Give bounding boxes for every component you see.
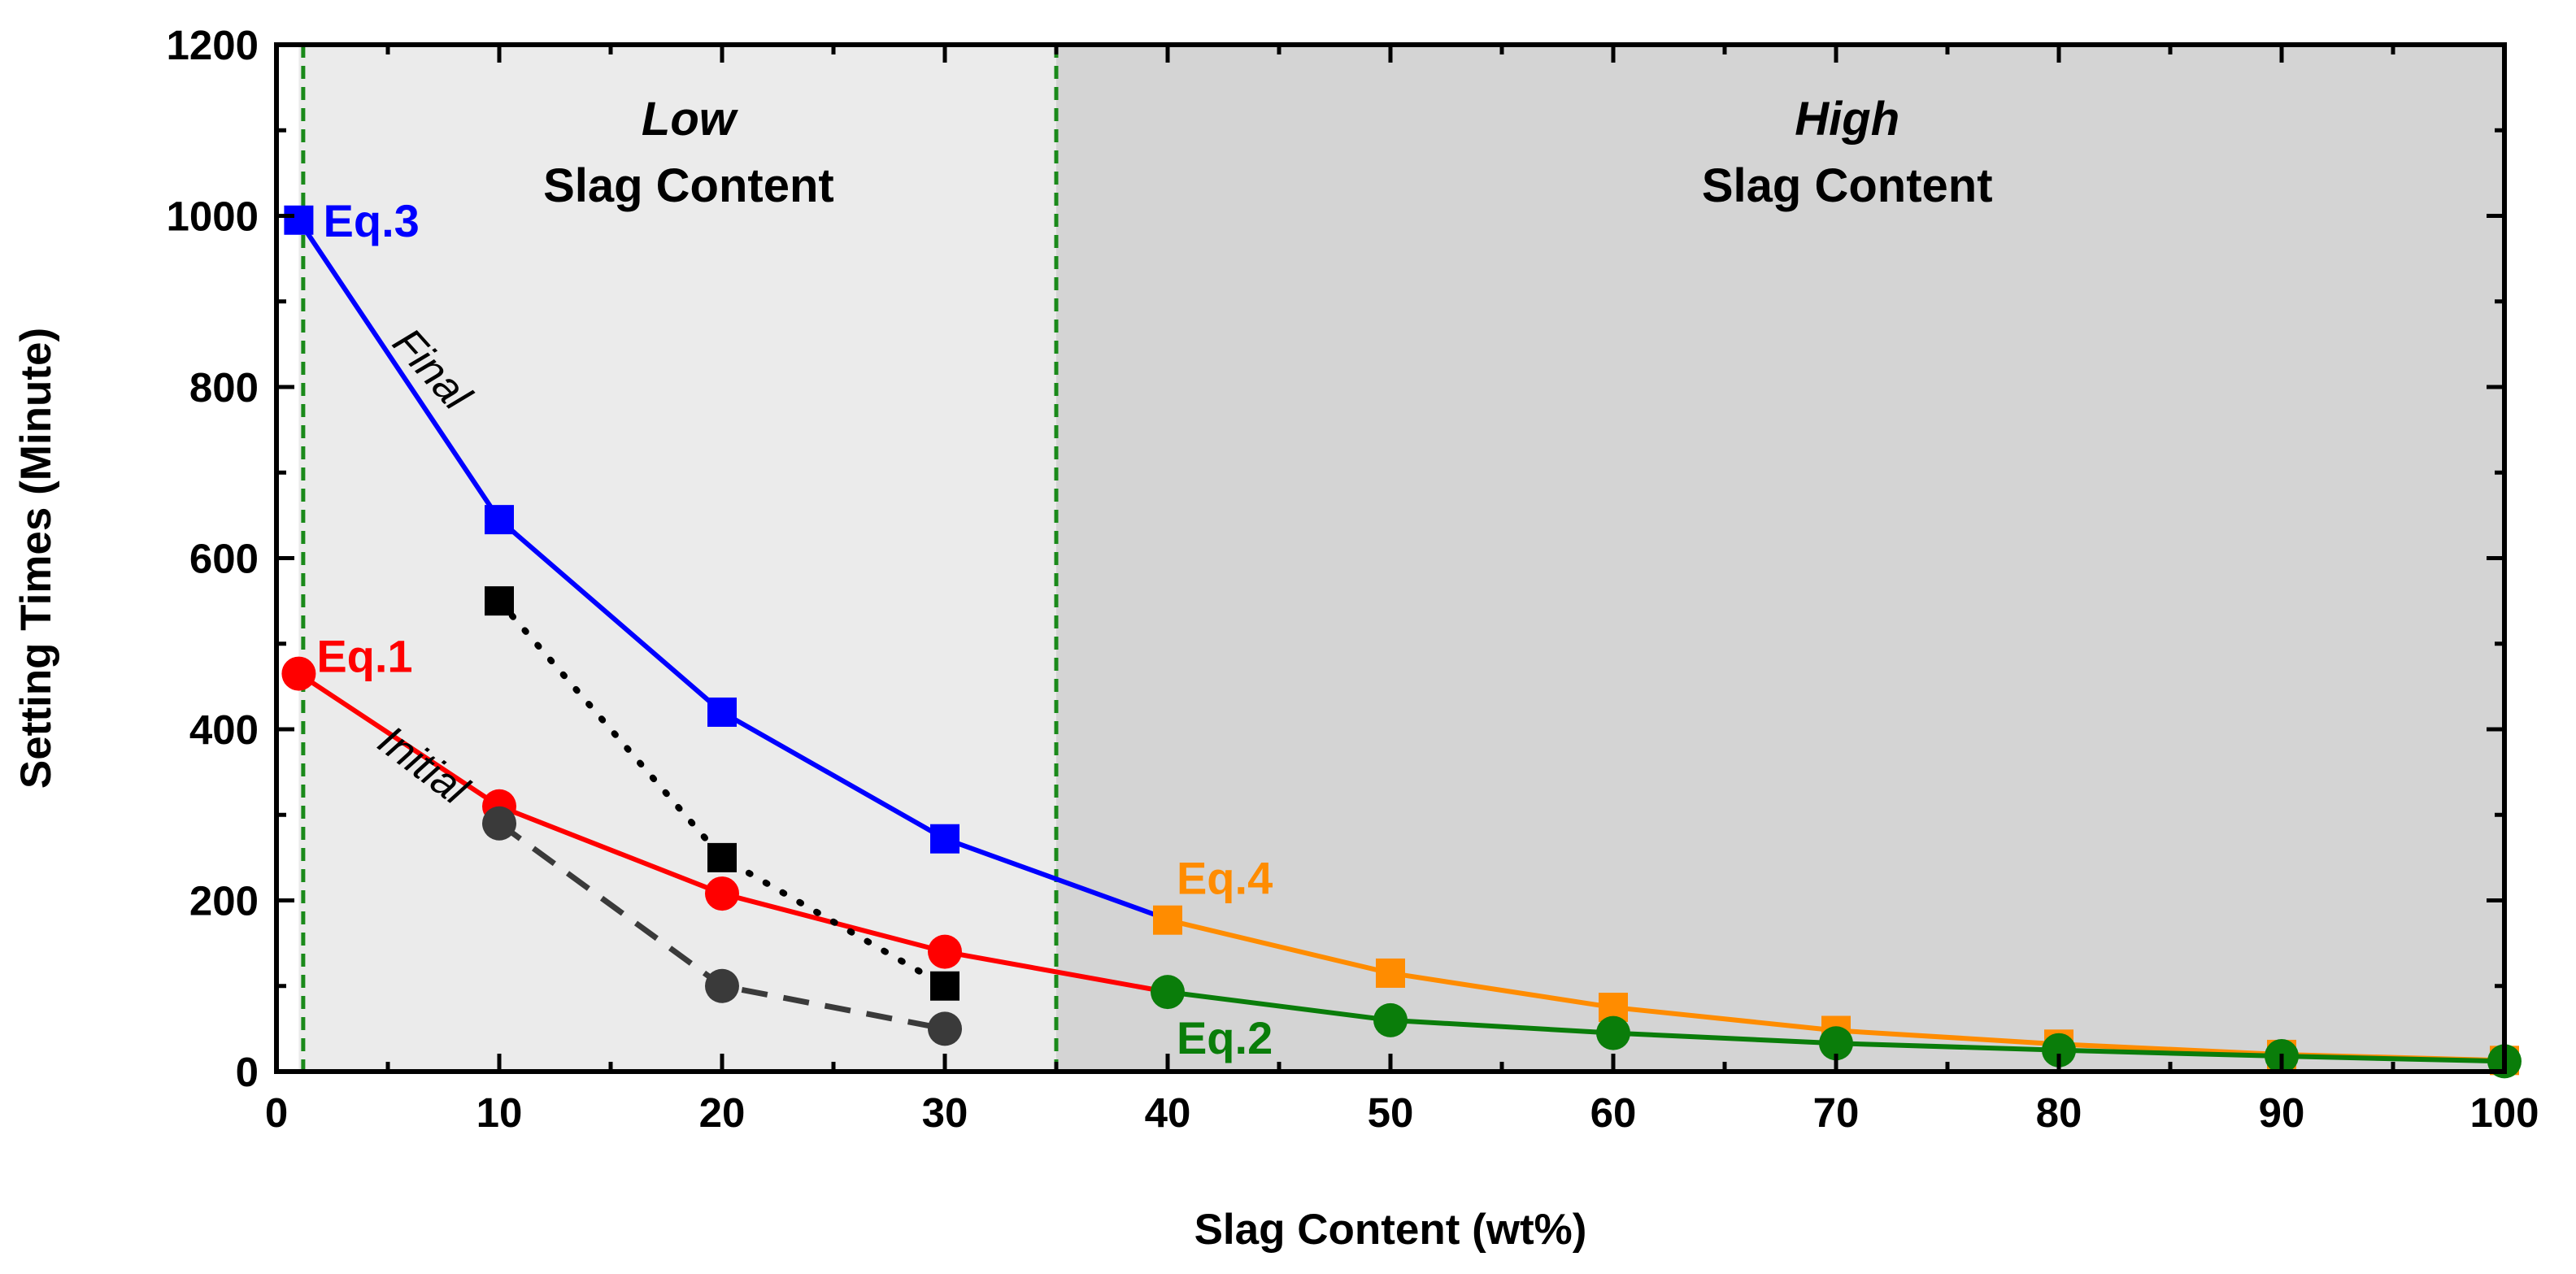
x-tick-label: 30: [922, 1089, 968, 1136]
data-point-square: [707, 697, 737, 727]
data-point-circle: [705, 968, 739, 1003]
data-point-circle: [1151, 975, 1185, 1010]
x-tick-label: 100: [2469, 1089, 2539, 1136]
data-point-circle: [1819, 1026, 1853, 1061]
x-tick-label: 70: [1813, 1089, 1860, 1136]
region-low-subtitle: Slag Content: [543, 159, 834, 212]
x-tick-label: 20: [699, 1089, 746, 1136]
x-tick-label: 50: [1368, 1089, 1414, 1136]
region-low-shade: [298, 45, 1056, 1072]
data-point-square: [284, 205, 314, 235]
data-point-square: [930, 824, 959, 854]
data-point-square: [485, 586, 514, 616]
series-label-eq1: Eq.1: [316, 631, 412, 682]
y-tick-label: 800: [189, 364, 259, 411]
data-point-circle: [705, 876, 739, 911]
data-point-circle: [2042, 1033, 2076, 1067]
series-label-eq2: Eq.2: [1177, 1012, 1273, 1063]
x-tick-label: 60: [1590, 1089, 1637, 1136]
series-line: [496, 598, 948, 989]
x-axis-title: Slag Content (wt%): [1194, 1206, 1587, 1254]
x-tick-label: 40: [1145, 1089, 1191, 1136]
x-tick-label: 80: [2036, 1089, 2082, 1136]
y-tick-label: 1200: [167, 22, 259, 68]
data-point-circle: [928, 934, 962, 969]
series-label-eq4: Eq.4: [1177, 853, 1273, 904]
region-high-subtitle: Slag Content: [1702, 159, 1993, 212]
x-tick-label: 10: [476, 1089, 523, 1136]
y-tick-label: 400: [189, 707, 259, 753]
data-point-circle: [482, 806, 516, 841]
data-point-circle: [281, 656, 316, 691]
y-tick-label: 600: [189, 536, 259, 582]
data-point-circle: [1596, 1015, 1630, 1050]
y-tick-label: 200: [189, 878, 259, 924]
region-high-shade: [1056, 45, 2504, 1072]
data-point-square: [1153, 905, 1182, 935]
x-tick-label: 90: [2259, 1089, 2305, 1136]
data-point-circle: [928, 1011, 962, 1046]
data-point-square: [707, 842, 737, 872]
region-high-title: High: [1795, 93, 1899, 146]
series-label-eq3: Eq.3: [324, 195, 420, 246]
data-point-square: [485, 505, 514, 535]
data-point-square: [1376, 958, 1405, 988]
x-tick-label: 0: [265, 1089, 288, 1136]
y-axis-title: Setting Times (Minute): [12, 328, 60, 789]
y-tick-label: 1000: [167, 193, 259, 240]
data-point-circle: [1373, 1002, 1408, 1037]
y-tick-label: 0: [236, 1049, 259, 1095]
region-low-title: Low: [642, 93, 739, 146]
data-point-square: [930, 971, 959, 1001]
ticks: [274, 42, 2507, 1074]
